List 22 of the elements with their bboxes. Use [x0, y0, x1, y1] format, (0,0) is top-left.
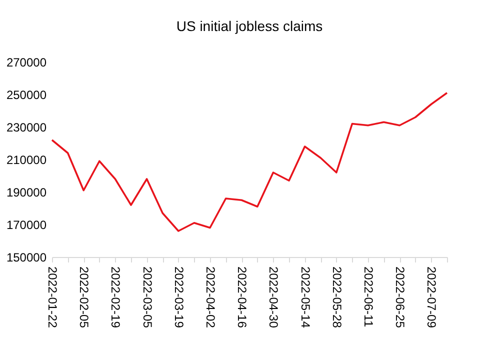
x-tick-label: 2022-06-11	[362, 266, 376, 328]
x-tick-label: 2022-02-19	[108, 266, 123, 328]
y-tick-label: 190000	[6, 186, 47, 200]
x-tick-label: 2022-06-25	[393, 266, 408, 328]
x-tick-label: 2022-04-16	[235, 266, 250, 328]
x-tick-label: 2022-03-19	[172, 266, 186, 328]
y-tick-label: 230000	[6, 120, 47, 134]
x-tick-label: 2022-03-05	[140, 266, 154, 328]
x-tick-label: 2022-04-02	[204, 266, 218, 328]
line-series	[51, 92, 448, 232]
y-tick-label: 210000	[6, 153, 47, 167]
chart-title: US initial jobless claims	[176, 18, 323, 34]
y-tick-label: 250000	[6, 88, 47, 102]
x-tick-label: 2022-05-14	[298, 266, 312, 328]
y-tick-label: 150000	[6, 250, 47, 264]
x-tick-label: 2022-01-22	[46, 266, 60, 328]
y-tick-label: 170000	[6, 218, 47, 232]
y-tick-label: 270000	[6, 56, 47, 70]
x-tick-label: 2022-02-05	[77, 266, 92, 328]
x-tick-label: 2022-07-09	[424, 266, 439, 328]
x-tick-label: 2022-04-30	[266, 266, 281, 328]
x-tick-label: 2022-05-28	[330, 266, 344, 328]
